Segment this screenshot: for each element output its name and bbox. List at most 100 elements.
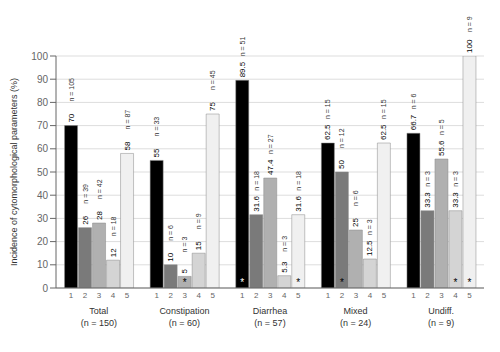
- svg-text:n = 105: n = 105: [68, 78, 75, 102]
- svg-text:n = 6: n = 6: [410, 93, 417, 109]
- svg-text:3: 3: [439, 291, 444, 300]
- svg-text:1: 1: [69, 291, 74, 300]
- svg-text:Incidence of cytomorphological: Incidence of cytomorphological parameter…: [9, 78, 19, 266]
- svg-text:n = 5: n = 5: [438, 119, 445, 135]
- svg-text:n = 18: n = 18: [295, 171, 302, 191]
- svg-text:Constipation: Constipation: [159, 306, 209, 316]
- svg-text:31.6: 31.6: [252, 196, 261, 212]
- svg-text:*: *: [240, 277, 244, 288]
- svg-text:62.5: 62.5: [323, 124, 332, 140]
- svg-text:(n = 9): (n = 9): [428, 318, 454, 328]
- svg-text:75: 75: [208, 102, 217, 111]
- svg-text:n = 42: n = 42: [96, 179, 103, 199]
- svg-text:n = 3: n = 3: [424, 171, 431, 187]
- svg-text:31.6: 31.6: [294, 196, 303, 212]
- svg-text:n = 12: n = 12: [338, 128, 345, 148]
- svg-text:n = 6: n = 6: [167, 225, 174, 241]
- svg-text:4: 4: [453, 291, 458, 300]
- svg-text:40: 40: [37, 190, 49, 201]
- svg-text:*: *: [183, 277, 187, 288]
- svg-text:n = 33: n = 33: [153, 117, 160, 137]
- svg-text:28: 28: [95, 211, 104, 220]
- svg-text:33.3: 33.3: [451, 192, 460, 208]
- svg-text:n = 3: n = 3: [452, 171, 459, 187]
- svg-text:n = 18: n = 18: [253, 171, 260, 191]
- svg-text:(n = 60): (n = 60): [169, 318, 200, 328]
- svg-text:Diarrhea: Diarrhea: [253, 306, 288, 316]
- svg-text:2: 2: [168, 291, 173, 300]
- svg-text:80: 80: [37, 97, 49, 108]
- svg-text:(n = 57): (n = 57): [254, 318, 285, 328]
- svg-text:5: 5: [382, 291, 387, 300]
- svg-text:(n = 24): (n = 24): [340, 318, 371, 328]
- svg-text:70: 70: [67, 113, 76, 122]
- svg-text:4: 4: [282, 291, 287, 300]
- svg-text:4: 4: [368, 291, 373, 300]
- svg-text:n = 3: n = 3: [281, 236, 288, 252]
- svg-text:30: 30: [37, 213, 49, 224]
- svg-text:2: 2: [425, 291, 430, 300]
- svg-text:Undiff.: Undiff.: [428, 306, 454, 316]
- svg-text:2: 2: [340, 291, 345, 300]
- svg-text:3: 3: [182, 291, 187, 300]
- svg-text:0: 0: [42, 283, 48, 294]
- svg-text:(n = 150): (n = 150): [81, 318, 117, 328]
- svg-text:90: 90: [37, 74, 49, 85]
- svg-text:n = 45: n = 45: [209, 70, 216, 90]
- svg-text:12.5: 12.5: [365, 240, 374, 256]
- svg-text:n = 15: n = 15: [324, 99, 331, 119]
- svg-text:3: 3: [268, 291, 273, 300]
- svg-text:1: 1: [326, 291, 331, 300]
- svg-text:3: 3: [97, 291, 102, 300]
- svg-text:5: 5: [180, 268, 189, 273]
- svg-text:*: *: [468, 277, 472, 288]
- svg-text:12: 12: [109, 248, 118, 257]
- svg-text:5.3: 5.3: [280, 261, 289, 273]
- svg-text:n = 18: n = 18: [110, 216, 117, 236]
- svg-text:33.3: 33.3: [423, 192, 432, 208]
- svg-text:*: *: [340, 277, 344, 288]
- svg-text:1: 1: [154, 291, 159, 300]
- svg-text:5: 5: [467, 291, 472, 300]
- svg-text:n = 9: n = 9: [466, 16, 473, 32]
- svg-text:*: *: [454, 277, 458, 288]
- svg-text:10: 10: [37, 259, 49, 270]
- svg-text:5: 5: [210, 291, 215, 300]
- svg-text:n = 87: n = 87: [124, 110, 131, 130]
- svg-text:4: 4: [111, 291, 116, 300]
- svg-text:n = 15: n = 15: [380, 99, 387, 119]
- svg-text:47.4: 47.4: [266, 159, 275, 175]
- svg-text:1: 1: [411, 291, 416, 300]
- svg-text:n = 3: n = 3: [181, 237, 188, 253]
- svg-text:100: 100: [31, 51, 48, 62]
- svg-text:Total: Total: [89, 306, 108, 316]
- svg-text:1: 1: [240, 291, 245, 300]
- svg-text:n = 6: n = 6: [352, 190, 359, 206]
- svg-text:n = 39: n = 39: [82, 184, 89, 204]
- svg-text:2: 2: [254, 291, 259, 300]
- svg-text:50: 50: [337, 160, 346, 169]
- svg-text:2: 2: [83, 291, 88, 300]
- svg-text:55: 55: [152, 148, 161, 157]
- svg-text:n = 9: n = 9: [195, 213, 202, 229]
- svg-text:66.7: 66.7: [409, 114, 418, 130]
- svg-text:26: 26: [81, 215, 90, 224]
- svg-text:89.5: 89.5: [238, 61, 247, 77]
- svg-text:n = 27: n = 27: [267, 134, 274, 154]
- svg-text:55.6: 55.6: [437, 140, 446, 156]
- svg-text:Mixed: Mixed: [344, 306, 368, 316]
- svg-text:15: 15: [194, 241, 203, 250]
- svg-text:3: 3: [354, 291, 359, 300]
- svg-text:25: 25: [351, 218, 360, 227]
- svg-text:5: 5: [296, 291, 301, 300]
- svg-text:5: 5: [125, 291, 130, 300]
- svg-text:60: 60: [37, 143, 49, 154]
- svg-text:50: 50: [37, 167, 49, 178]
- svg-text:62.5: 62.5: [379, 124, 388, 140]
- svg-text:58: 58: [123, 141, 132, 150]
- svg-text:n = 51: n = 51: [239, 37, 246, 57]
- svg-text:*: *: [296, 277, 300, 288]
- svg-text:4: 4: [196, 291, 201, 300]
- svg-text:10: 10: [166, 252, 175, 261]
- svg-text:n = 3: n = 3: [366, 219, 373, 235]
